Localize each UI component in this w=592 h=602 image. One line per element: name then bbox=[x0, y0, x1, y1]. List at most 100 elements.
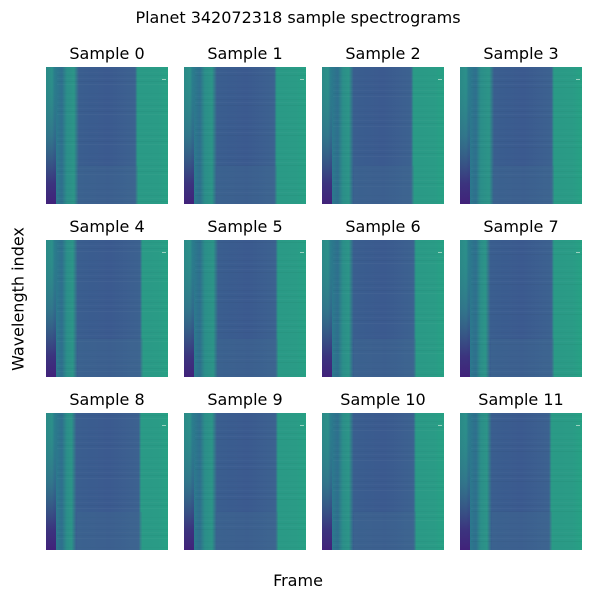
spectrogram-noise-row bbox=[471, 260, 582, 261]
spectrogram-noise-row bbox=[333, 141, 444, 142]
spectrogram-noise-row bbox=[333, 320, 444, 321]
spectrogram-noise-row bbox=[195, 451, 306, 452]
spectrogram-noise-row bbox=[471, 132, 582, 133]
spectrogram-noise-row bbox=[471, 302, 582, 303]
spectrogram-noise-row bbox=[333, 454, 444, 455]
spectrogram-noise-row bbox=[471, 93, 582, 94]
spectrogram-edge-band bbox=[184, 67, 194, 204]
spectrogram-noise-row bbox=[333, 472, 444, 473]
spectrogram-noise-row bbox=[57, 457, 168, 458]
spectrogram-noise-row bbox=[471, 445, 582, 446]
spectrogram-noise-row bbox=[195, 114, 306, 115]
spectrogram-noise-row bbox=[57, 69, 168, 70]
spectrogram-noise-row bbox=[333, 439, 444, 440]
spectrogram-noise-row bbox=[57, 311, 168, 312]
spectrogram-noise-row bbox=[57, 260, 168, 261]
spectrogram-noise-row bbox=[333, 93, 444, 94]
spectrogram-noise-row bbox=[333, 78, 444, 79]
spectrogram-noise-row bbox=[195, 96, 306, 97]
spectrogram-noise-row bbox=[333, 502, 444, 503]
spectrogram-noise-row bbox=[57, 120, 168, 121]
spectrogram-noise-row bbox=[333, 293, 444, 294]
spectrogram-noise-row bbox=[333, 436, 444, 437]
spectrogram-noise-row bbox=[195, 496, 306, 497]
spectrogram-noise-row bbox=[195, 457, 306, 458]
spectrogram-noise-row bbox=[195, 284, 306, 285]
spectrogram-noise-row bbox=[57, 332, 168, 333]
spectrogram-transit-lower bbox=[218, 339, 278, 377]
spectrogram-noise-row bbox=[471, 78, 582, 79]
spectrogram-artefact bbox=[162, 425, 166, 426]
spectrogram-noise-row bbox=[57, 338, 168, 339]
spectrogram-noise-row bbox=[471, 278, 582, 279]
spectrogram-noise-row bbox=[333, 248, 444, 249]
spectrogram-noise-row bbox=[195, 499, 306, 500]
spectrogram-noise-row bbox=[471, 248, 582, 249]
spectrogram-noise-row bbox=[57, 278, 168, 279]
spectrogram-noise-row bbox=[471, 502, 582, 503]
spectrogram-image bbox=[322, 67, 444, 204]
spectrogram-noise-row bbox=[471, 96, 582, 97]
spectrogram-noise-row bbox=[195, 481, 306, 482]
spectrogram-noise-row bbox=[195, 254, 306, 255]
spectrogram-noise-row bbox=[195, 299, 306, 300]
spectrogram-noise-row bbox=[195, 436, 306, 437]
spectrogram-noise-row bbox=[57, 141, 168, 142]
spectrogram-noise-row bbox=[57, 75, 168, 76]
spectrogram-noise-row bbox=[195, 281, 306, 282]
spectrogram-noise-row bbox=[471, 153, 582, 154]
spectrogram-noise-row bbox=[195, 290, 306, 291]
spectrogram-noise-row bbox=[57, 439, 168, 440]
spectrogram-transit-lower bbox=[354, 166, 414, 204]
x-axis-label: Frame bbox=[0, 571, 592, 590]
spectrogram-noise-row bbox=[333, 281, 444, 282]
spectrogram-noise-row bbox=[195, 460, 306, 461]
spectrogram-noise-row bbox=[57, 326, 168, 327]
spectrogram-noise-row bbox=[471, 284, 582, 285]
spectrogram-image bbox=[46, 413, 168, 550]
spectrogram-noise-row bbox=[195, 332, 306, 333]
spectrogram-noise-row bbox=[195, 90, 306, 91]
spectrogram-noise-row bbox=[195, 511, 306, 512]
spectrogram-noise-row bbox=[195, 487, 306, 488]
spectrogram-noise-row bbox=[471, 135, 582, 136]
spectrogram-noise-row bbox=[57, 123, 168, 124]
spectrogram-noise-row bbox=[333, 114, 444, 115]
spectrogram-noise-row bbox=[57, 281, 168, 282]
spectrogram-noise-row bbox=[333, 299, 444, 300]
spectrogram-noise-row bbox=[471, 415, 582, 416]
spectrogram-noise-row bbox=[333, 460, 444, 461]
spectrogram-noise-row bbox=[195, 323, 306, 324]
spectrogram-noise-row bbox=[333, 427, 444, 428]
spectrogram-noise-row bbox=[195, 415, 306, 416]
panel-title: Sample 5 bbox=[184, 217, 306, 237]
spectrogram-noise-row bbox=[333, 317, 444, 318]
spectrogram-noise-row bbox=[195, 454, 306, 455]
spectrogram-noise-row bbox=[471, 469, 582, 470]
spectrogram-noise-row bbox=[195, 463, 306, 464]
spectrogram-transit-lower bbox=[492, 512, 552, 550]
spectrogram-noise-row bbox=[57, 329, 168, 330]
spectrogram-noise-row bbox=[471, 126, 582, 127]
spectrogram-noise-row bbox=[471, 427, 582, 428]
spectrogram-noise-row bbox=[471, 144, 582, 145]
spectrogram-noise-row bbox=[471, 475, 582, 476]
spectrogram-noise-row bbox=[333, 430, 444, 431]
spectrogram-noise-row bbox=[333, 424, 444, 425]
spectrogram-noise-row bbox=[57, 433, 168, 434]
spectrogram-image bbox=[460, 240, 582, 377]
spectrogram-noise-row bbox=[471, 499, 582, 500]
spectrogram-noise-row bbox=[471, 138, 582, 139]
spectrogram-panel: Sample 2 bbox=[322, 44, 444, 204]
spectrogram-noise-row bbox=[471, 272, 582, 273]
spectrogram-artefact bbox=[300, 425, 304, 426]
spectrogram-panel: Sample 11 bbox=[460, 390, 582, 550]
spectrogram-noise-row bbox=[333, 123, 444, 124]
spectrogram-noise-row bbox=[57, 323, 168, 324]
spectrogram-panel: Sample 0 bbox=[46, 44, 168, 204]
spectrogram-transit-lower bbox=[354, 512, 416, 550]
spectrogram-noise-row bbox=[471, 478, 582, 479]
spectrogram-image bbox=[460, 413, 582, 550]
spectrogram-noise-row bbox=[57, 272, 168, 273]
spectrogram-noise-row bbox=[471, 338, 582, 339]
